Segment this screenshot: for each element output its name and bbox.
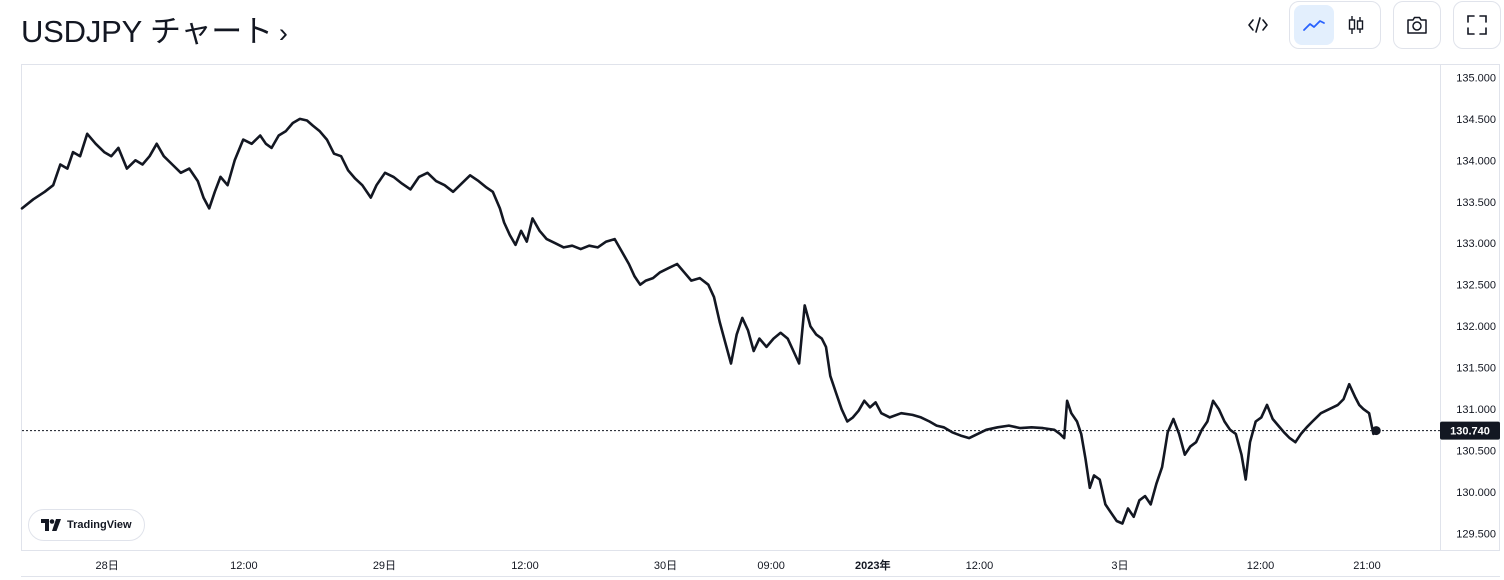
fullscreen-icon: [1467, 15, 1487, 35]
tradingview-logo[interactable]: TradingView: [28, 509, 145, 541]
tradingview-logo-icon: [41, 519, 61, 531]
y-tick-label: 130.000: [1456, 487, 1496, 499]
code-icon: [1248, 17, 1268, 33]
chart-type-group: [1289, 1, 1381, 49]
y-tick-label: 134.000: [1456, 155, 1496, 167]
y-tick-label: 132.000: [1456, 321, 1496, 333]
camera-icon: [1407, 16, 1427, 34]
price-axis: 135.000 134.500 134.000 133.500 133.000 132.5…: [1456, 72, 1496, 540]
x-tick-label: 09:00: [757, 560, 785, 572]
y-tick-label: 131.000: [1456, 404, 1496, 416]
x-tick-label: 3日: [1111, 560, 1128, 572]
y-tick-label: 133.500: [1456, 197, 1496, 209]
line-chart-icon: [1303, 20, 1325, 31]
series-line: [20, 117, 1378, 525]
y-tick-label: 129.500: [1456, 528, 1496, 540]
snapshot-button[interactable]: [1393, 1, 1441, 49]
x-tick-label: 12:00: [966, 560, 994, 572]
y-tick-label: 135.000: [1456, 72, 1496, 84]
x-tick-label: 28日: [95, 560, 118, 572]
y-tick-label: 132.500: [1456, 280, 1496, 292]
y-tick-label: 134.500: [1456, 114, 1496, 126]
last-price-label: 130.740: [1440, 421, 1500, 440]
symbol-title: USDJPY チャート: [21, 14, 273, 49]
x-tick-label: 2023年: [855, 558, 890, 572]
x-tick-label: 12:00: [1247, 560, 1275, 572]
embed-button[interactable]: [1236, 3, 1280, 47]
x-tick-label: 21:00: [1353, 560, 1381, 572]
y-tick-label: 131.500: [1456, 363, 1496, 375]
page-title[interactable]: USDJPY チャート ›: [21, 6, 288, 51]
svg-text:130.740: 130.740: [1450, 426, 1490, 438]
candlestick-button[interactable]: [1336, 5, 1376, 45]
last-price-dot: [1371, 426, 1381, 436]
x-tick-label: 30日: [654, 560, 677, 572]
line-chart-button[interactable]: [1294, 5, 1334, 45]
time-axis: 28日 12:00 29日 12:00 30日 09:00 2023年 12:00 3日 12:0…: [95, 558, 1380, 572]
plot-area: [21, 64, 1500, 551]
x-tick-label: 12:00: [511, 560, 539, 572]
y-tick-label: 133.000: [1456, 238, 1496, 250]
y-tick-label: 130.500: [1456, 446, 1496, 458]
tradingview-logo-text: TradingView: [67, 519, 132, 531]
chevron-right-icon: ›: [278, 18, 288, 48]
fullscreen-button[interactable]: [1453, 1, 1501, 49]
x-tick-label: 29日: [373, 560, 396, 572]
x-tick-label: 12:00: [230, 560, 258, 572]
candlestick-icon: [1348, 16, 1364, 34]
